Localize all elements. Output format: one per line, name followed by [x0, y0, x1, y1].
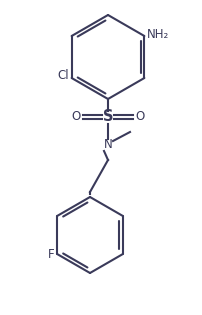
Text: O: O: [71, 111, 80, 123]
Text: N: N: [103, 139, 112, 152]
Text: O: O: [135, 111, 144, 123]
Text: Cl: Cl: [57, 70, 68, 83]
Text: S: S: [102, 110, 113, 124]
Text: NH₂: NH₂: [147, 28, 169, 42]
Text: F: F: [47, 249, 54, 261]
